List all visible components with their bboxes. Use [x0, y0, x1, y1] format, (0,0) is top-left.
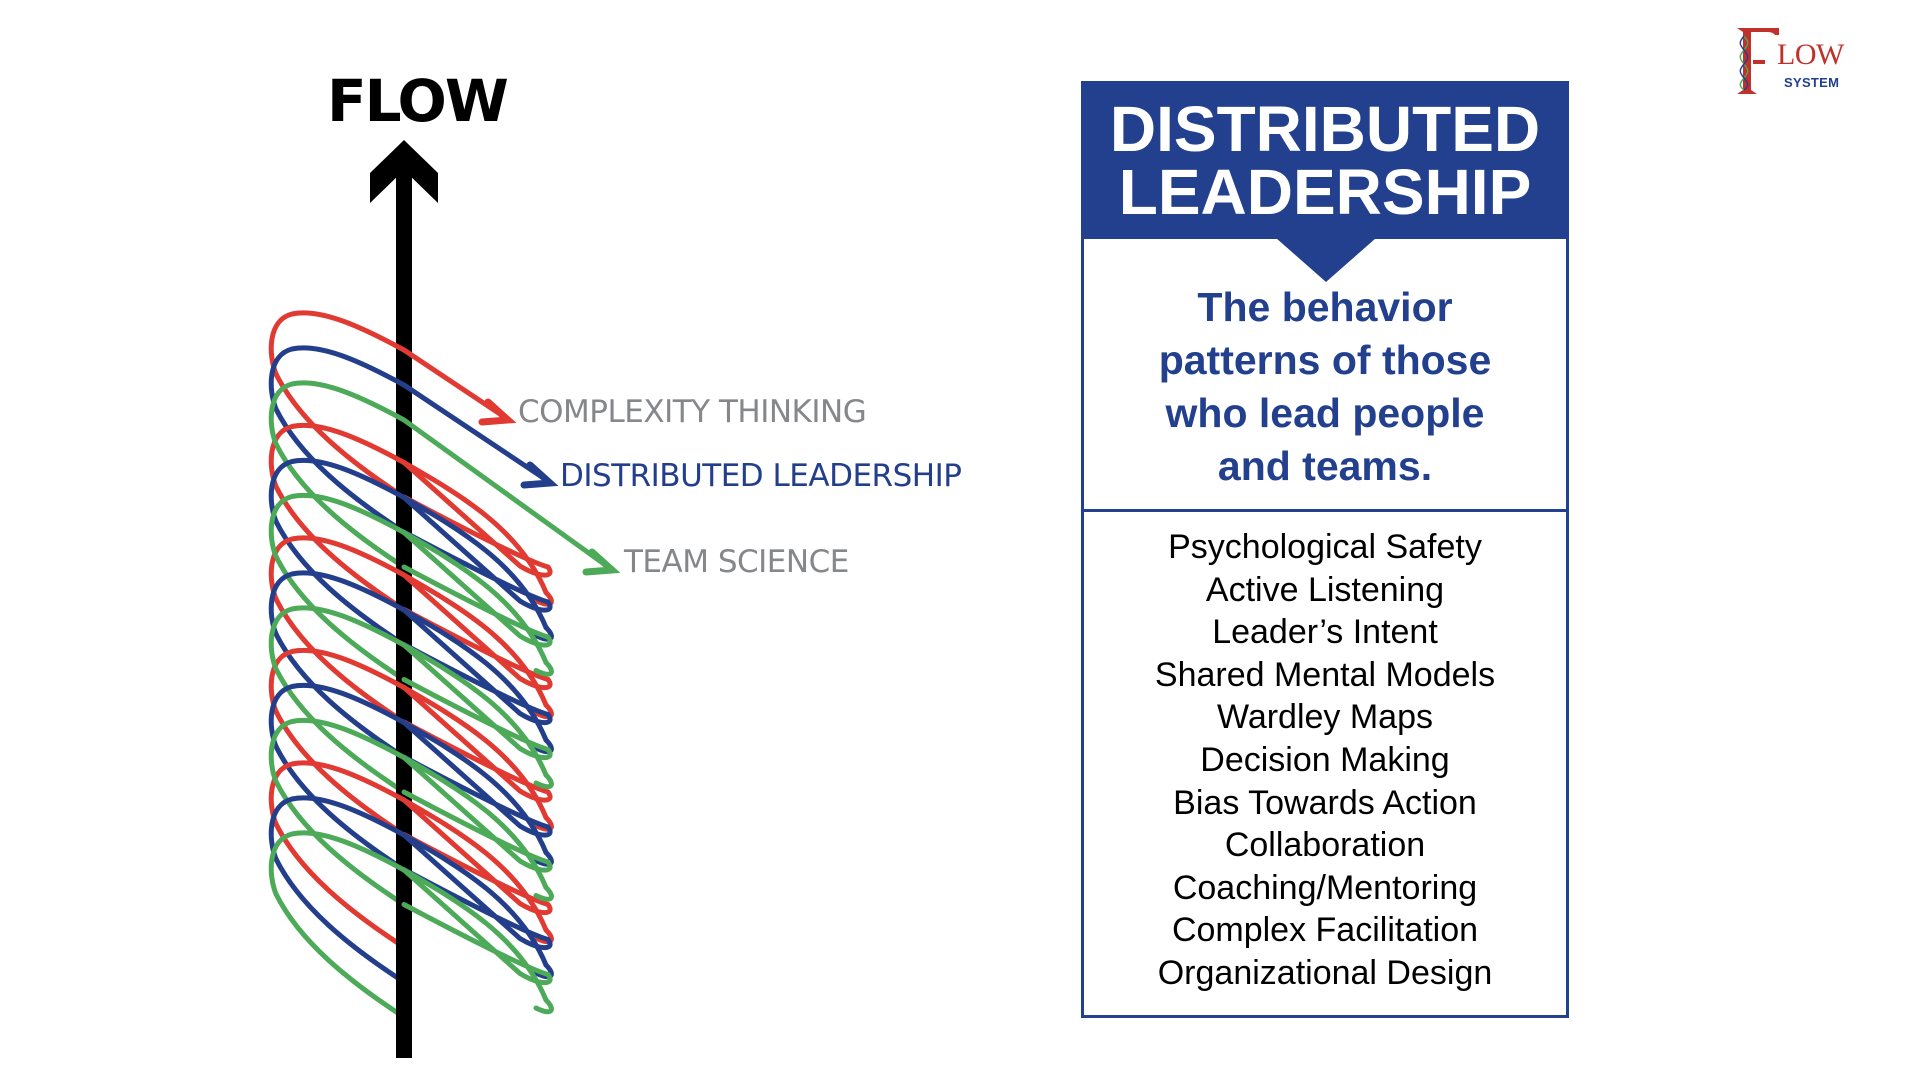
list-item: Leader’s Intent — [1212, 613, 1438, 652]
strand-label-complexity-thinking: COMPLEXITY THINKING — [518, 394, 867, 430]
list-item: Bias Towards Action — [1173, 783, 1477, 822]
list-item: Organizational Design — [1157, 953, 1493, 992]
subtitle-line: patterns of those — [1158, 337, 1492, 383]
logo-subword: SYSTEM — [1784, 75, 1840, 90]
card-pointer-triangle — [1276, 238, 1376, 282]
helix-loops-behind — [273, 371, 407, 1020]
list-item: Shared Mental Models — [1154, 655, 1496, 694]
list-item: Psychological Safety — [1168, 528, 1482, 566]
list-item: Coaching/Mentoring — [1172, 868, 1478, 907]
flow-system-logo: LOW SYSTEM — [1735, 26, 1865, 96]
subtitle-line: The behavior — [1197, 284, 1453, 330]
card-subtitle: The behavior patterns of those who lead … — [1084, 281, 1566, 493]
distributed-leadership-card: DISTRIBUTED LEADERSHIP The behavior patt… — [1081, 81, 1569, 1018]
list-item: Complex Facilitation — [1171, 911, 1479, 950]
helix-lead-arrows — [401, 347, 621, 576]
list-item: Collaboration — [1224, 826, 1426, 865]
card-body: The behavior patterns of those who lead … — [1081, 239, 1569, 1018]
list-item: Wardley Maps — [1216, 698, 1434, 737]
card-header: DISTRIBUTED LEADERSHIP — [1081, 81, 1569, 239]
subtitle-line: who lead people — [1165, 390, 1485, 436]
strand-label-team-science: TEAM SCIENCE — [624, 544, 849, 580]
strand-label-distributed-leadership: DISTRIBUTED LEADERSHIP — [560, 458, 962, 494]
logo-word: LOW — [1777, 38, 1844, 71]
card-divider — [1084, 509, 1566, 512]
list-item: Decision Making — [1200, 740, 1450, 779]
card-title-line-1: DISTRIBUTED — [1109, 93, 1541, 165]
subtitle-line: and teams. — [1217, 443, 1433, 489]
dna-f-icon — [1737, 28, 1779, 94]
list-item: Active Listening — [1205, 570, 1445, 609]
card-title-line-2: LEADERSHIP — [1118, 156, 1532, 228]
behavior-pattern-list: Psychological Safety Active Listening Le… — [1084, 526, 1566, 995]
flow-axis-label: FLOW — [327, 67, 509, 135]
helix-loops-front — [268, 310, 554, 1015]
